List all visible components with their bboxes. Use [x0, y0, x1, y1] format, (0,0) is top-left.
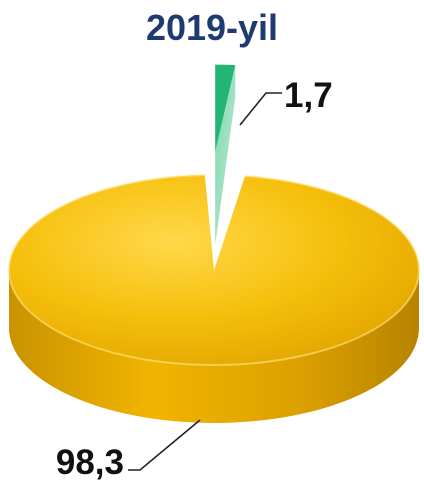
data-label-small: 1,7: [284, 76, 333, 115]
leader-line-small: [239, 92, 282, 126]
pie-slice-large-side: [9, 270, 419, 423]
chart-title: 2019-yil: [146, 7, 278, 48]
leader-line-large: [128, 419, 201, 471]
pie-slice-small-side: [215, 65, 236, 245]
data-label-large: 98,3: [56, 443, 124, 481]
pie-slice-large-rim: [8, 174, 420, 366]
pie-slice-small: [215, 64, 236, 152]
pie-slice-large: [9, 175, 420, 365]
